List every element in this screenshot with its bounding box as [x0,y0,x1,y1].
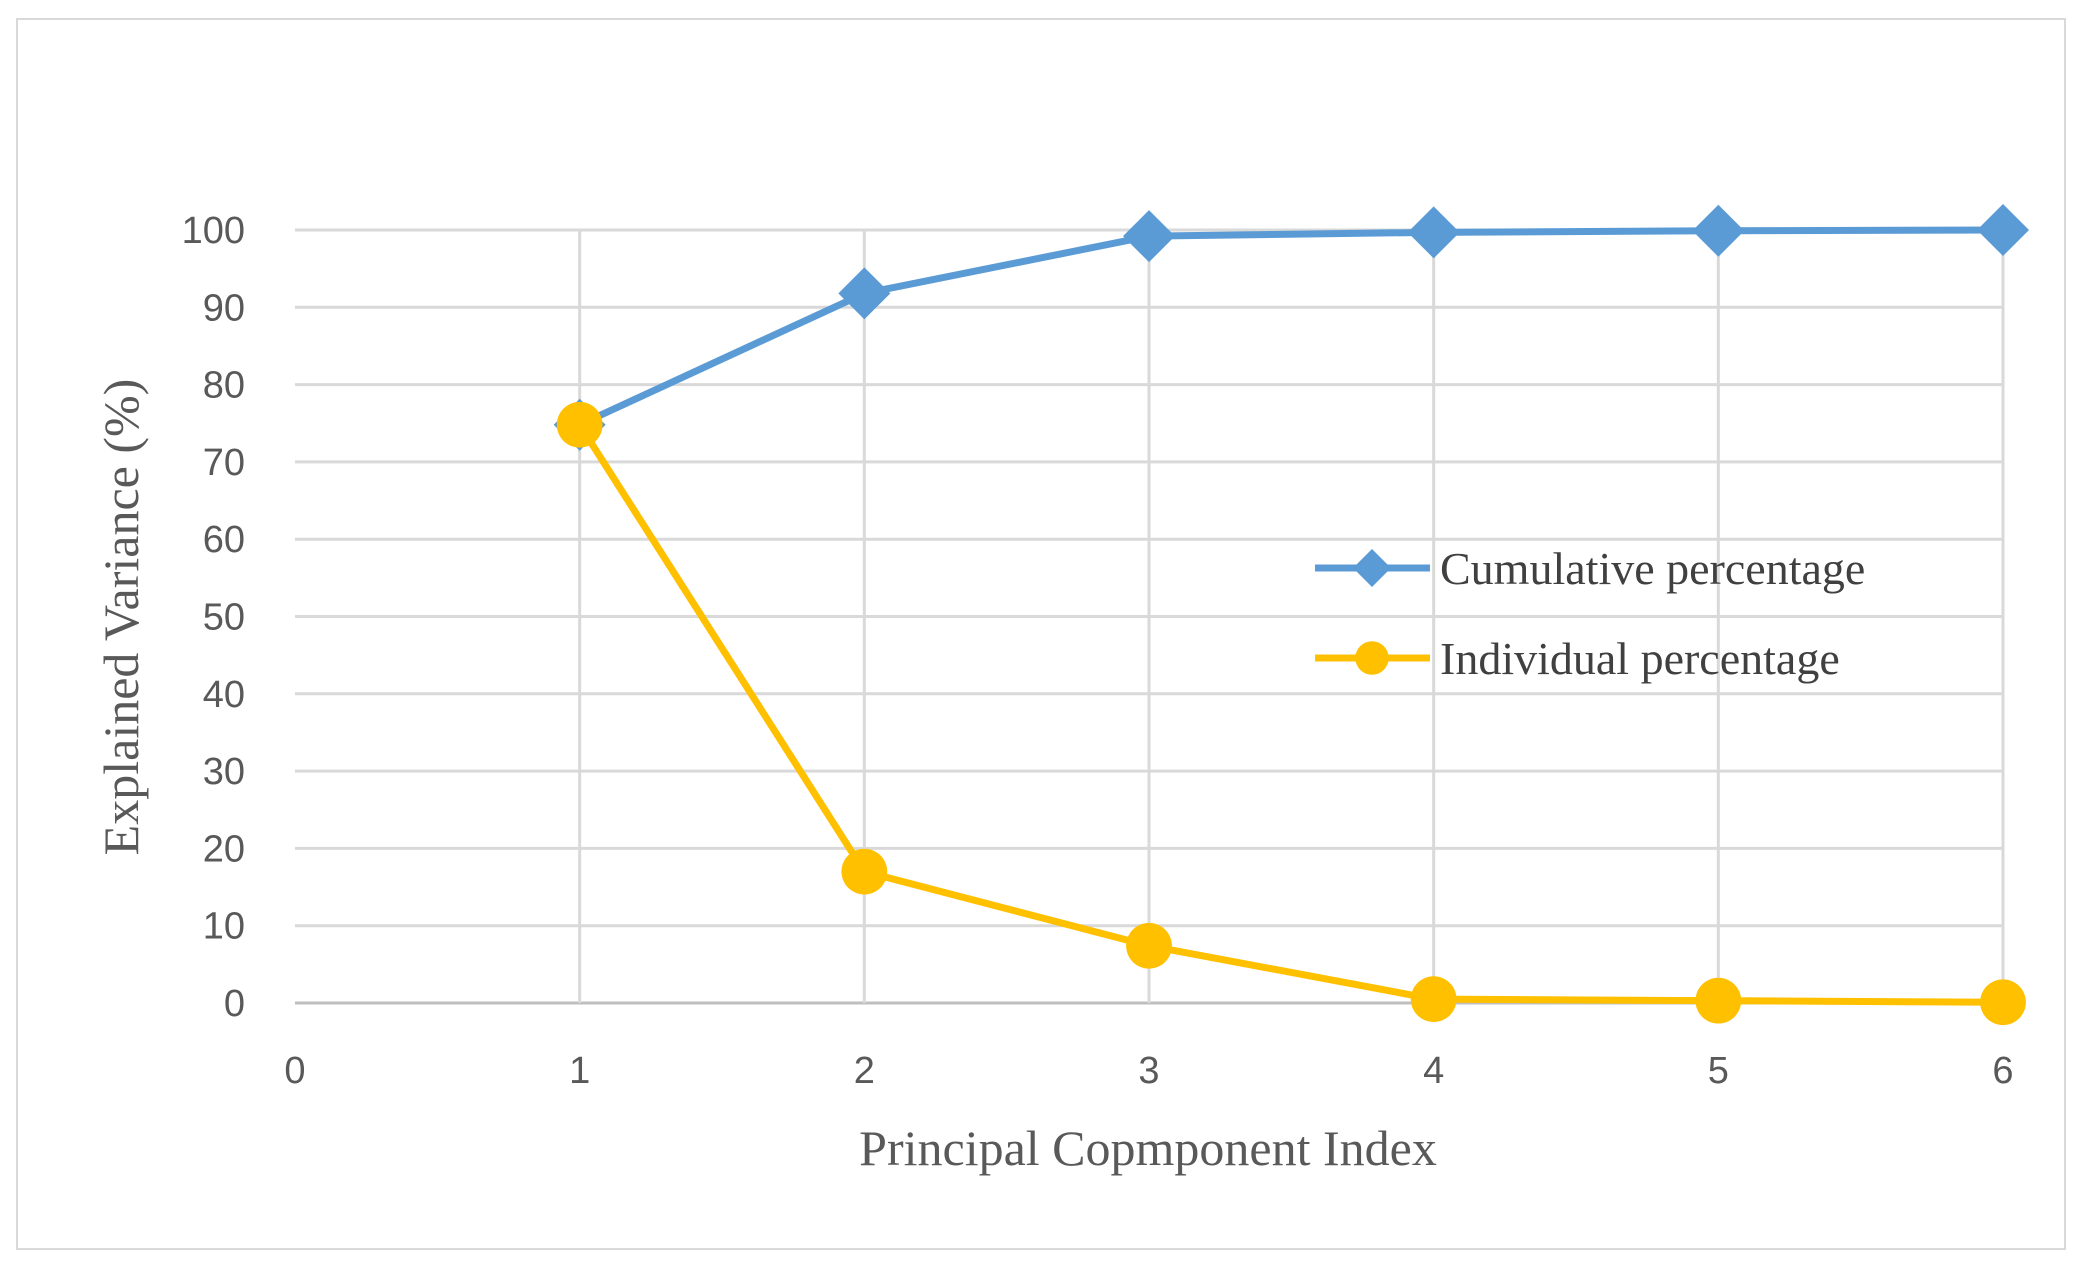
legend-item-individual-percentage: Individual percentage [1315,633,1840,684]
individual-percentage-point [1695,977,1742,1024]
y-tick-label: 30 [203,751,245,793]
individual-percentage-series [556,401,2026,1026]
y-tick-label: 90 [203,287,245,329]
individual-percentage-point [556,401,603,448]
y-tick-label: 60 [203,519,245,561]
y-tick-label: 70 [203,442,245,484]
individual-percentage-point [1980,979,2026,1026]
grid [295,228,2005,1005]
cumulative-percentage-line [578,226,2004,428]
legend-label: Cumulative percentage [1440,543,1865,594]
legend-label: Individual percentage [1440,633,1840,684]
legend-swatch-marker [1353,549,1391,587]
legend-swatch-marker [1355,641,1389,675]
x-axis-ticks: 0 1 2 3 4 5 6 [284,1050,2013,1092]
x-tick-label: 4 [1423,1050,1444,1092]
cumulative-percentage-point [1977,204,2029,256]
individual-percentage-point [1410,976,1457,1023]
y-axis-title: Explained Variance (%) [93,379,149,856]
x-axis-title: Principal Copmponent Index [859,1120,1437,1176]
cumulative-percentage-series [553,204,2029,451]
y-tick-label: 100 [182,210,245,252]
legend: Cumulative percentage Individual percenta… [1315,543,1865,684]
x-tick-label: 6 [1992,1050,2013,1092]
cumulative-percentage-point [1692,204,1745,257]
y-tick-label: 0 [224,983,245,1025]
y-tick-label: 50 [203,597,245,639]
x-tick-label: 5 [1708,1050,1729,1092]
individual-percentage-point [841,848,888,895]
cumulative-percentage-point [1123,210,1175,263]
x-tick-label: 0 [284,1050,305,1092]
y-tick-label: 20 [203,828,245,870]
series [553,204,2029,1026]
y-tick-label: 10 [203,906,245,948]
y-tick-label: 80 [203,365,245,407]
cumulative-percentage-point [1407,206,1460,259]
individual-percentage-line [576,422,2004,1006]
y-tick-label: 40 [203,674,245,716]
individual-percentage-point [1126,922,1172,969]
x-tick-label: 3 [1138,1050,1159,1092]
x-tick-label: 2 [854,1050,875,1092]
legend-item-cumulative-percentage: Cumulative percentage [1315,543,1865,594]
x-tick-label: 1 [569,1050,590,1092]
y-axis-ticks: 0 10 20 30 40 50 60 70 80 90 100 [182,210,245,1025]
cumulative-percentage-point [838,267,891,320]
